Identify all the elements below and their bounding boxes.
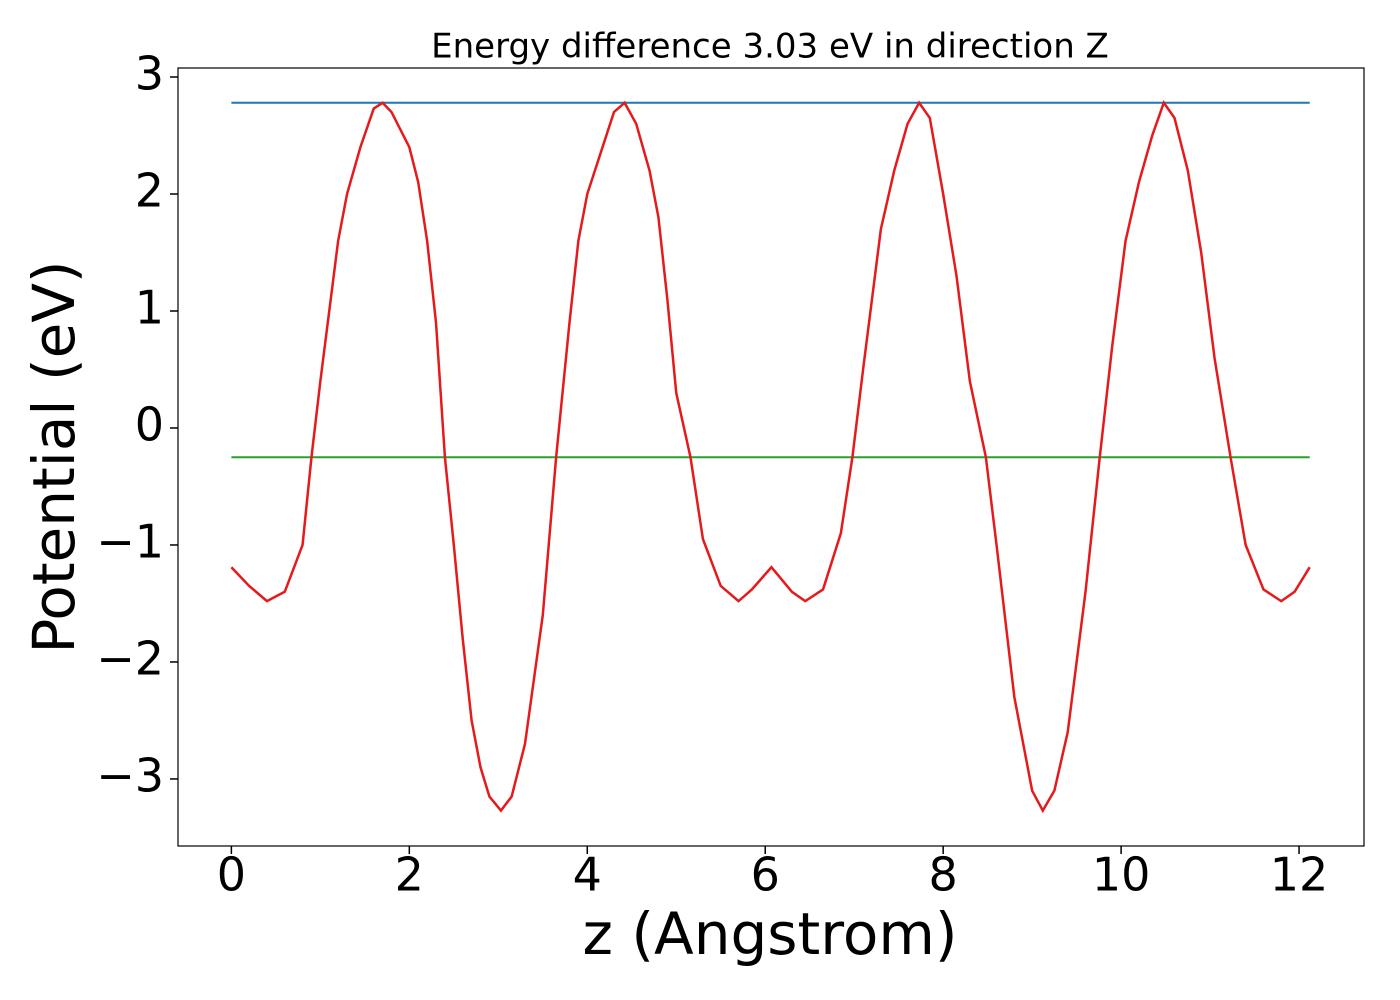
x-axis-label: z (Angstrom) xyxy=(583,900,958,968)
y-tick-label: 1 xyxy=(135,280,164,334)
y-tick-label: −1 xyxy=(96,514,164,568)
x-tick-label: 4 xyxy=(573,848,602,902)
y-tick-label: 3 xyxy=(135,47,164,101)
y-tick-label: −3 xyxy=(96,748,164,802)
x-tick-label: 12 xyxy=(1270,848,1329,902)
y-axis-label: Potential (eV) xyxy=(20,260,88,653)
plot-frame xyxy=(177,67,1365,847)
y-tick-label: −2 xyxy=(96,631,164,685)
y-tick-label: 0 xyxy=(135,397,164,451)
data-line xyxy=(230,100,1311,814)
x-tick-label: 6 xyxy=(751,848,780,902)
x-tick-label: 0 xyxy=(217,848,246,902)
x-tick-label: 2 xyxy=(395,848,424,902)
x-tick-label: 8 xyxy=(929,848,958,902)
x-tick-label: 10 xyxy=(1092,848,1151,902)
chart-title: Energy difference 3.03 eV in direction Z xyxy=(431,27,1109,67)
y-tick-label: 2 xyxy=(135,164,164,218)
